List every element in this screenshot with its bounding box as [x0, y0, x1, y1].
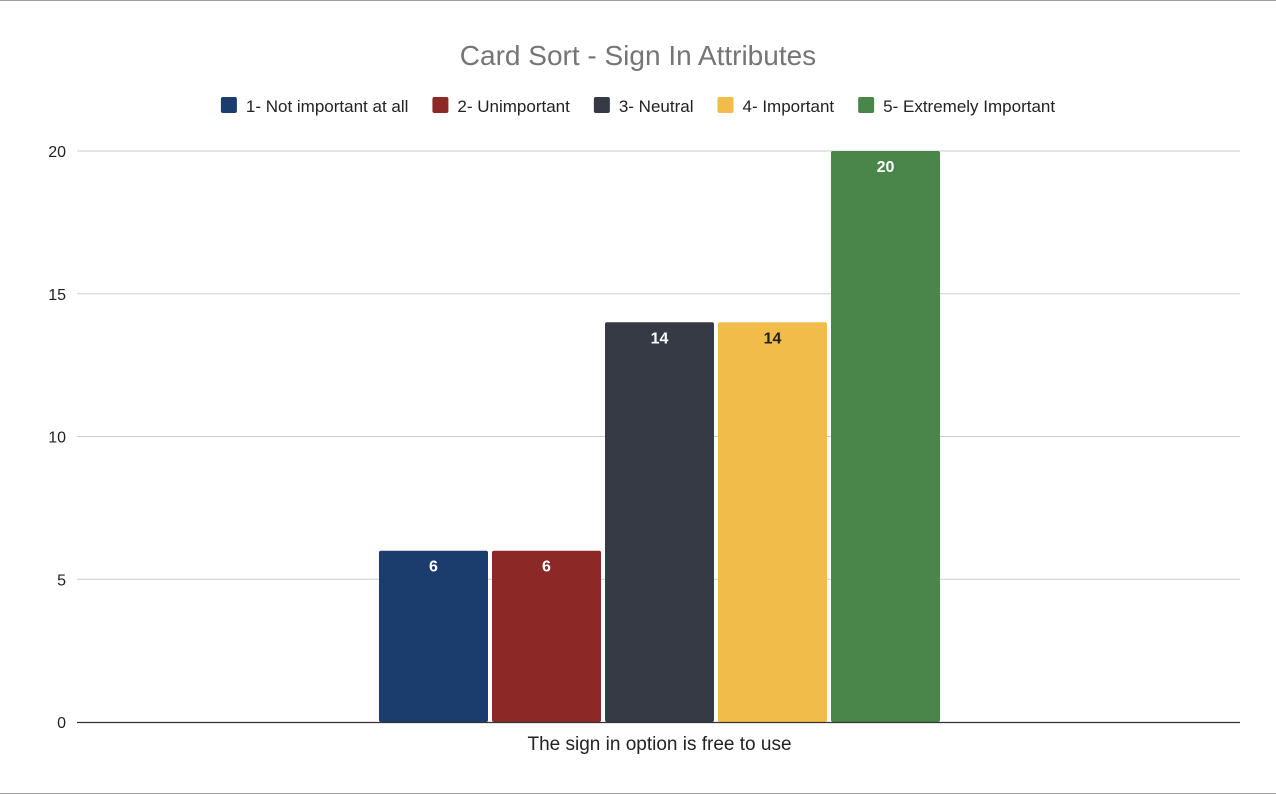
legend-label: 5- Extremely Important — [883, 97, 1055, 116]
legend-label: 2- Unimportant — [457, 97, 570, 116]
legend-swatch — [220, 97, 237, 113]
bar-3 — [605, 322, 714, 722]
bar-5 — [831, 151, 940, 722]
bar-value-label: 6 — [429, 559, 438, 576]
legend-swatch — [717, 97, 734, 113]
legend-label: 1- Not important at all — [246, 97, 409, 116]
bar-4 — [718, 322, 827, 722]
y-tick-label: 0 — [57, 715, 66, 732]
legend-item-5[interactable]: 5- Extremely Important — [858, 97, 1055, 116]
legend-swatch — [593, 97, 610, 113]
bar-1 — [379, 550, 488, 722]
bar-value-label: 14 — [764, 330, 782, 347]
bar-value-label: 6 — [542, 559, 551, 576]
data-labels: 6 6 14 14 20 — [429, 159, 894, 576]
legend-label: 4- Important — [742, 97, 834, 116]
bars — [379, 151, 940, 722]
legend-swatch — [858, 97, 875, 113]
bar-value-label: 20 — [877, 159, 895, 176]
x-axis: The sign in option is free to use — [77, 721, 1240, 755]
legend-label: 3- Neutral — [619, 97, 694, 116]
y-tick-label: 20 — [48, 144, 66, 161]
bar-value-label: 14 — [651, 330, 669, 347]
y-tick-label: 5 — [57, 572, 66, 589]
chart-title: Card Sort - Sign In Attributes — [460, 40, 816, 71]
legend-item-2[interactable]: 2- Unimportant — [432, 97, 570, 116]
y-tick-label: 15 — [48, 287, 66, 304]
legend: 1- Not important at all 2- Unimportant 3- … — [220, 97, 1055, 116]
legend-item-1[interactable]: 1- Not important at all — [220, 97, 409, 116]
x-category-label: The sign in option is free to use — [527, 734, 791, 755]
legend-item-3[interactable]: 3- Neutral — [593, 97, 694, 116]
y-axis: 0 5 10 15 20 — [48, 144, 66, 732]
legend-item-4[interactable]: 4- Important — [717, 97, 834, 116]
legend-swatch — [432, 97, 449, 113]
bar-2 — [492, 550, 601, 722]
y-tick-label: 10 — [48, 430, 66, 447]
